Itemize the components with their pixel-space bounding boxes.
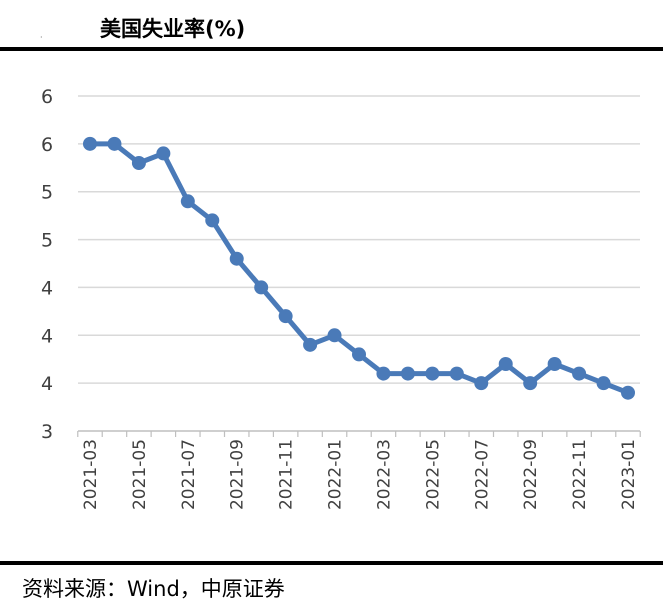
x-tick-label: 2022-03 [374, 439, 394, 510]
data-point [621, 385, 635, 400]
data-point [254, 280, 269, 295]
x-tick-label: 2021-05 [130, 439, 150, 510]
x-tick-label: 2021-11 [277, 439, 297, 510]
data-point [425, 366, 440, 381]
data-point [572, 366, 587, 381]
y-tick-label: 4 [41, 325, 53, 347]
decorative-dot: · [40, 33, 43, 42]
data-point [205, 213, 220, 228]
source-note: 资料来源：Wind，中原证券 [22, 577, 285, 601]
data-point [474, 376, 489, 391]
y-tick-label: 4 [41, 277, 53, 299]
data-point [229, 251, 244, 266]
chart-title: 美国失业率(%) [100, 17, 246, 41]
x-tick-label: 2021-03 [81, 439, 101, 510]
data-point [107, 136, 122, 151]
data-point [376, 366, 391, 381]
x-tick-label: 2022-07 [472, 439, 492, 510]
data-point [352, 347, 366, 362]
data-point [156, 146, 171, 161]
x-tick-label: 2021-09 [228, 439, 248, 510]
data-point [547, 357, 562, 371]
x-tick-label: 2022-01 [326, 439, 346, 510]
top-rule [0, 47, 663, 51]
data-point [131, 156, 146, 170]
y-tick-label: 4 [41, 373, 53, 395]
gridlines [78, 95, 640, 384]
series-unemployment [83, 136, 635, 400]
data-point [449, 366, 464, 381]
data-point [498, 357, 513, 371]
x-tick-label: 2022-11 [570, 439, 590, 510]
data-point [303, 337, 318, 352]
y-tick-label: 3 [41, 421, 53, 443]
y-tick-label: 5 [41, 182, 53, 204]
data-point [400, 366, 415, 381]
data-point [83, 136, 97, 151]
y-tick-label: 6 [41, 86, 53, 108]
x-tick-label: 2023-01 [619, 439, 639, 510]
data-point [180, 194, 195, 209]
data-point [523, 376, 538, 391]
bottom-rule [0, 561, 663, 565]
data-point [327, 328, 342, 343]
x-axis-ticks: 2021-03 2021-05 2021-07 2021-09 2021-11 2022-… [77, 431, 641, 510]
y-tick-label: 5 [41, 230, 53, 252]
data-point [596, 376, 611, 391]
x-tick-label: 2021-07 [179, 439, 199, 510]
y-tick-label: 6 [41, 134, 53, 156]
data-point [278, 309, 293, 324]
x-tick-label: 2022-09 [521, 439, 541, 510]
x-tick-label: 2022-05 [423, 439, 443, 510]
y-axis-ticks: 3 4 4 4 5 5 6 6 [41, 86, 53, 443]
